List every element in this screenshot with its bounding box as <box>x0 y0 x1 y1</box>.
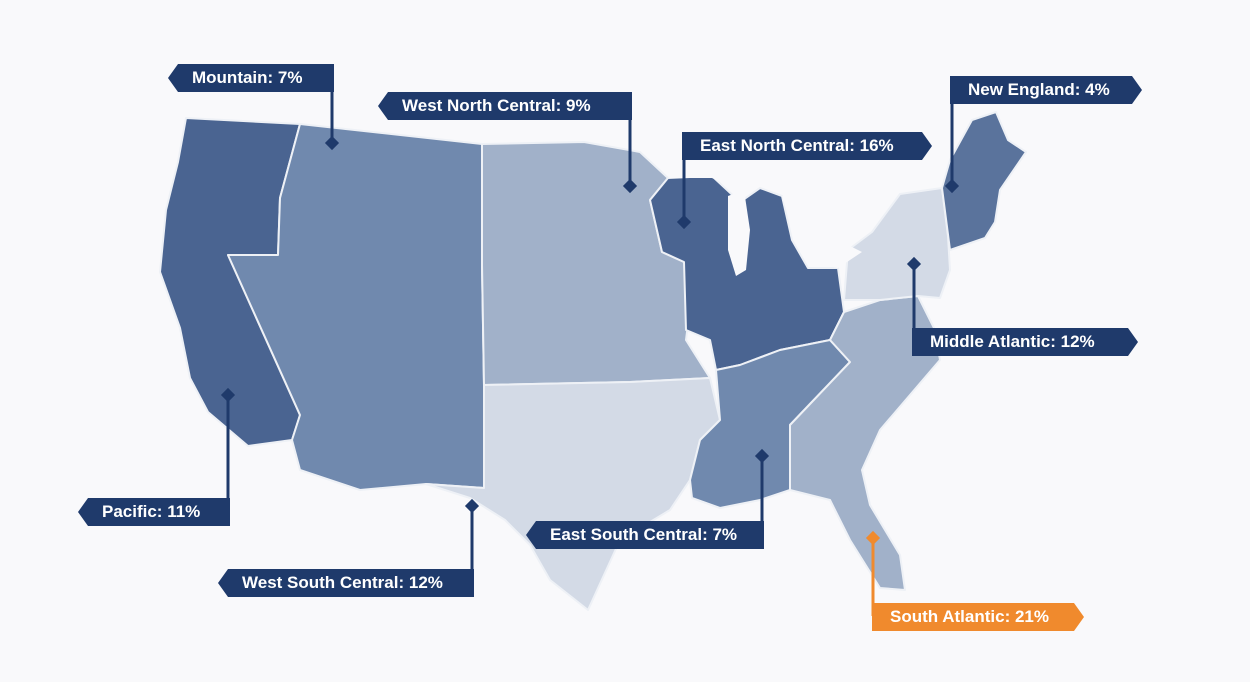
label-new-england: New England: 4% <box>950 76 1142 104</box>
lake-superior <box>668 156 790 192</box>
label-west-north-central: West North Central: 9% <box>378 92 632 120</box>
label-pacific: Pacific: 11% <box>78 498 230 526</box>
leader-new-england <box>944 90 960 194</box>
region-new-england <box>941 111 1027 251</box>
region-south-atlantic <box>789 295 941 591</box>
region-west-south-central <box>425 377 721 611</box>
lake-erie <box>808 246 862 268</box>
lake-michigan <box>728 190 750 276</box>
label-mountain: Mountain: 7% <box>168 64 334 92</box>
region-middle-atlantic <box>843 187 951 301</box>
label-south-atlantic: South Atlantic: 21% <box>872 603 1084 631</box>
label-east-south-central: East South Central: 7% <box>526 521 764 549</box>
label-east-north-central: East North Central: 16% <box>682 132 932 160</box>
leader-pacific <box>220 387 236 512</box>
lake-huron <box>782 196 822 238</box>
label-west-south-central: West South Central: 12% <box>218 569 474 597</box>
label-middle-atlantic: Middle Atlantic: 12% <box>912 328 1138 356</box>
